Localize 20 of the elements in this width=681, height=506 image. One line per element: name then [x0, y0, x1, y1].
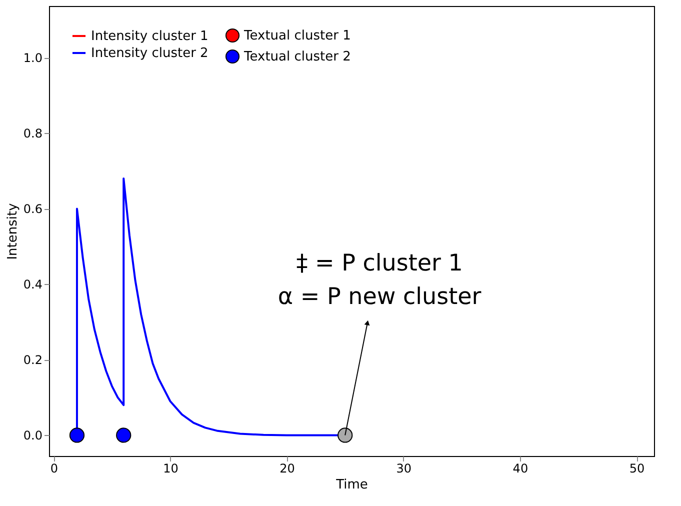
legend-label: Textual cluster 2: [243, 50, 351, 64]
legend-label: Intensity cluster 2: [91, 46, 208, 61]
annotation: ‡ = P cluster 1: [296, 250, 463, 276]
x-tick-label: 10: [163, 462, 178, 476]
x-tick-label: 50: [629, 462, 645, 476]
y-tick-label: 0.8: [23, 126, 42, 141]
x-tick-label: 20: [280, 462, 295, 476]
y-axis-title: Intensity: [5, 202, 20, 260]
y-tick-label: 0.4: [23, 278, 42, 292]
legend-label: Intensity cluster 1: [91, 29, 208, 44]
x-tick-label: 40: [512, 462, 528, 476]
y-tick-label: 0.0: [23, 428, 42, 443]
y-tick-label: 1.0: [23, 51, 42, 66]
y-tick-label: 0.2: [23, 353, 42, 368]
x-tick-label: 0: [50, 462, 58, 476]
legend-label: Textual cluster 1: [243, 28, 351, 44]
annotation: α = P new cluster: [278, 284, 482, 310]
x-tick-label: 30: [396, 462, 412, 476]
y-tick-label: 0.6: [23, 202, 42, 216]
x-axis-title: Time: [335, 478, 368, 492]
